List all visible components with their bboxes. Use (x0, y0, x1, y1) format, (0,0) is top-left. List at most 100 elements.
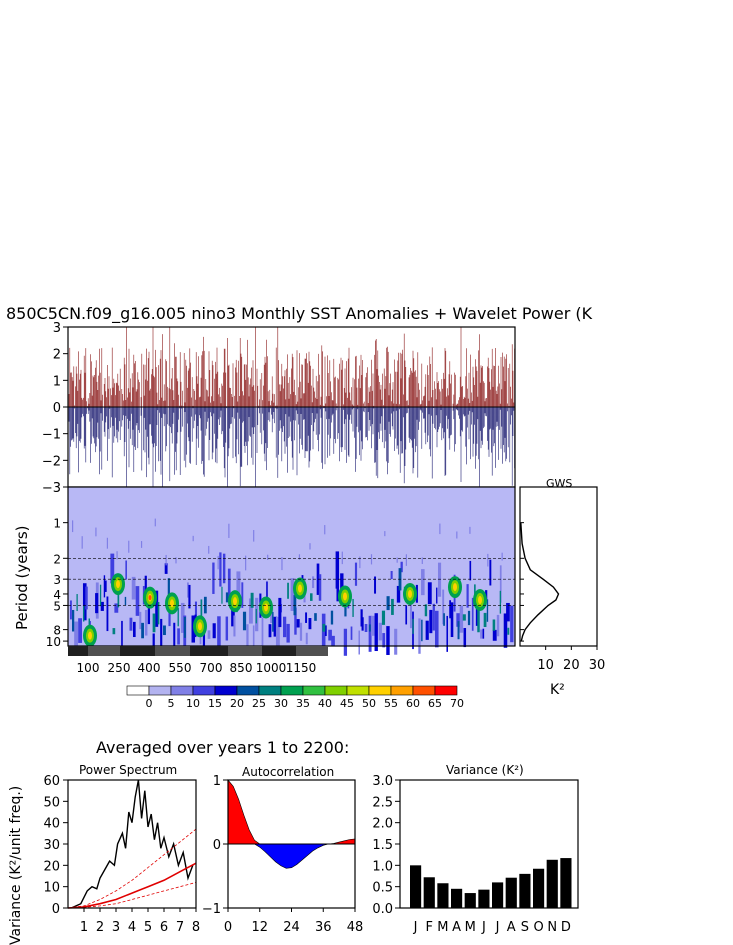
ps-yaxis: 0 10 20 30 40 50 60 (43, 774, 68, 917)
wv-tick-label: 5 (53, 599, 61, 613)
wavelet-streak (187, 582, 189, 598)
autocorrelation-panel: Autocorrelation 10−1 0 12 24 36 48 (202, 765, 363, 935)
wavelet-streak (155, 590, 159, 627)
wavelet-streak (245, 555, 247, 571)
gws-xtick-label: 20 (563, 658, 580, 673)
wavelet-streak (427, 582, 432, 605)
wavelet-streak (212, 623, 216, 639)
wavelet-streak (99, 584, 102, 607)
colorbar-label: 20 (230, 697, 244, 710)
wavelet-streak (82, 583, 87, 621)
wavelet-streak (121, 620, 123, 655)
wavelet-peak (233, 597, 237, 606)
wavelet-streak (261, 617, 264, 656)
wavelet-streak (409, 595, 412, 629)
timeseries-yaxis: 3 2 1 0 −1 −2 −3 (42, 321, 68, 496)
ps-lines (67, 779, 197, 909)
wavelet-streak (157, 602, 160, 625)
ac-xtick-label: 12 (251, 920, 268, 935)
wavelet-streak (152, 613, 156, 633)
colorbar-label: 40 (318, 697, 332, 710)
colorbar-swatch (346, 685, 370, 696)
wavelet-streak (328, 629, 332, 641)
wavelet-streak (368, 624, 371, 632)
wavelet-streak (354, 562, 358, 586)
wavelet-streak (228, 523, 230, 538)
time-strip-segment (296, 646, 328, 656)
colorbar-label: 15 (208, 697, 222, 710)
wavelet-streak (471, 597, 474, 631)
wavelet-peak (478, 596, 482, 605)
monthly-variance-title: Variance (K²) (446, 763, 524, 777)
wavelet-streak (364, 623, 368, 633)
wavelet-streak (439, 523, 441, 535)
wavelet-streak (436, 587, 438, 604)
wavelet-streak (236, 571, 241, 604)
wavelet-streak (487, 553, 489, 567)
colorbar-swatch (368, 685, 392, 696)
wavelet-streak (370, 554, 373, 565)
wavelet-streak (225, 616, 229, 641)
wavelet-streak (88, 618, 90, 630)
wv-xtick-label: 250 (108, 661, 131, 675)
ps-xtick-label: 7 (176, 920, 184, 935)
wavelet-streak (192, 535, 194, 542)
wavelet-streak (248, 598, 253, 624)
mv-xtick-label: M (465, 920, 476, 935)
wavelet-streak (194, 601, 198, 628)
ps-spectrum-line (70, 779, 194, 909)
ps-tick-label: 30 (43, 838, 60, 853)
ps-lower-significance-line (67, 882, 197, 909)
ac-xtick-label: 36 (315, 920, 332, 935)
mv-xtick-label: J (481, 920, 486, 935)
wavelet-streak (125, 560, 127, 580)
wavelet-streak (177, 607, 179, 627)
wavelet-streak (432, 603, 435, 631)
wavelet-peak (170, 599, 174, 608)
gws-yaxis (520, 522, 524, 642)
wavelet-streak (352, 598, 354, 617)
wavelet-streak (141, 622, 144, 639)
wavelet-streak (424, 604, 428, 617)
wavelet-streak (507, 627, 510, 635)
wavelet-streak (421, 619, 423, 642)
wavelet-streak (456, 613, 461, 627)
wavelet-yaxis: 1 2 345 810 (46, 517, 68, 649)
wavelet-streak (421, 569, 425, 596)
wavelet-dashed-lines (68, 557, 515, 606)
wavelet-streak (442, 589, 445, 625)
wv-tick-label: 1 (53, 517, 61, 531)
ps-ylabel: Variance (K²/unit freq.) (8, 786, 24, 945)
colorbar-label: 55 (384, 697, 398, 710)
wavelet-streak (469, 526, 471, 534)
time-strip (68, 646, 328, 656)
wavelet-streak (139, 611, 142, 630)
wavelet-xaxis: 100 250 400 550 700 850 1000 1150 (77, 661, 317, 675)
wavelet-streak (175, 557, 177, 564)
wavelet-streak (82, 605, 85, 622)
wavelet-streak (266, 581, 268, 598)
wavelet-streak (144, 609, 148, 636)
colorbar-label: 0 (146, 697, 153, 710)
ac-tick-label: 1 (213, 774, 221, 789)
wavelet-streak (492, 619, 496, 631)
wavelet-streak (227, 568, 231, 599)
colorbar-swatch (390, 685, 414, 696)
mv-bar (505, 877, 517, 908)
wavelet-streak (469, 560, 472, 581)
wavelet-streak (267, 554, 269, 560)
wavelet-streak (309, 543, 311, 550)
ps-tick-label: 60 (43, 774, 60, 789)
colorbar-swatch (148, 685, 172, 696)
wavelet-streak (140, 541, 143, 548)
mv-bar (437, 883, 449, 908)
wavelet-streak (116, 551, 118, 560)
wavelet-streak (246, 624, 249, 652)
wavelet-peak (343, 592, 347, 601)
wavelet-streak (160, 618, 163, 646)
ps-xtick-label: 6 (160, 920, 168, 935)
wavelet-max (148, 595, 152, 601)
colorbar-swatch (258, 685, 282, 696)
